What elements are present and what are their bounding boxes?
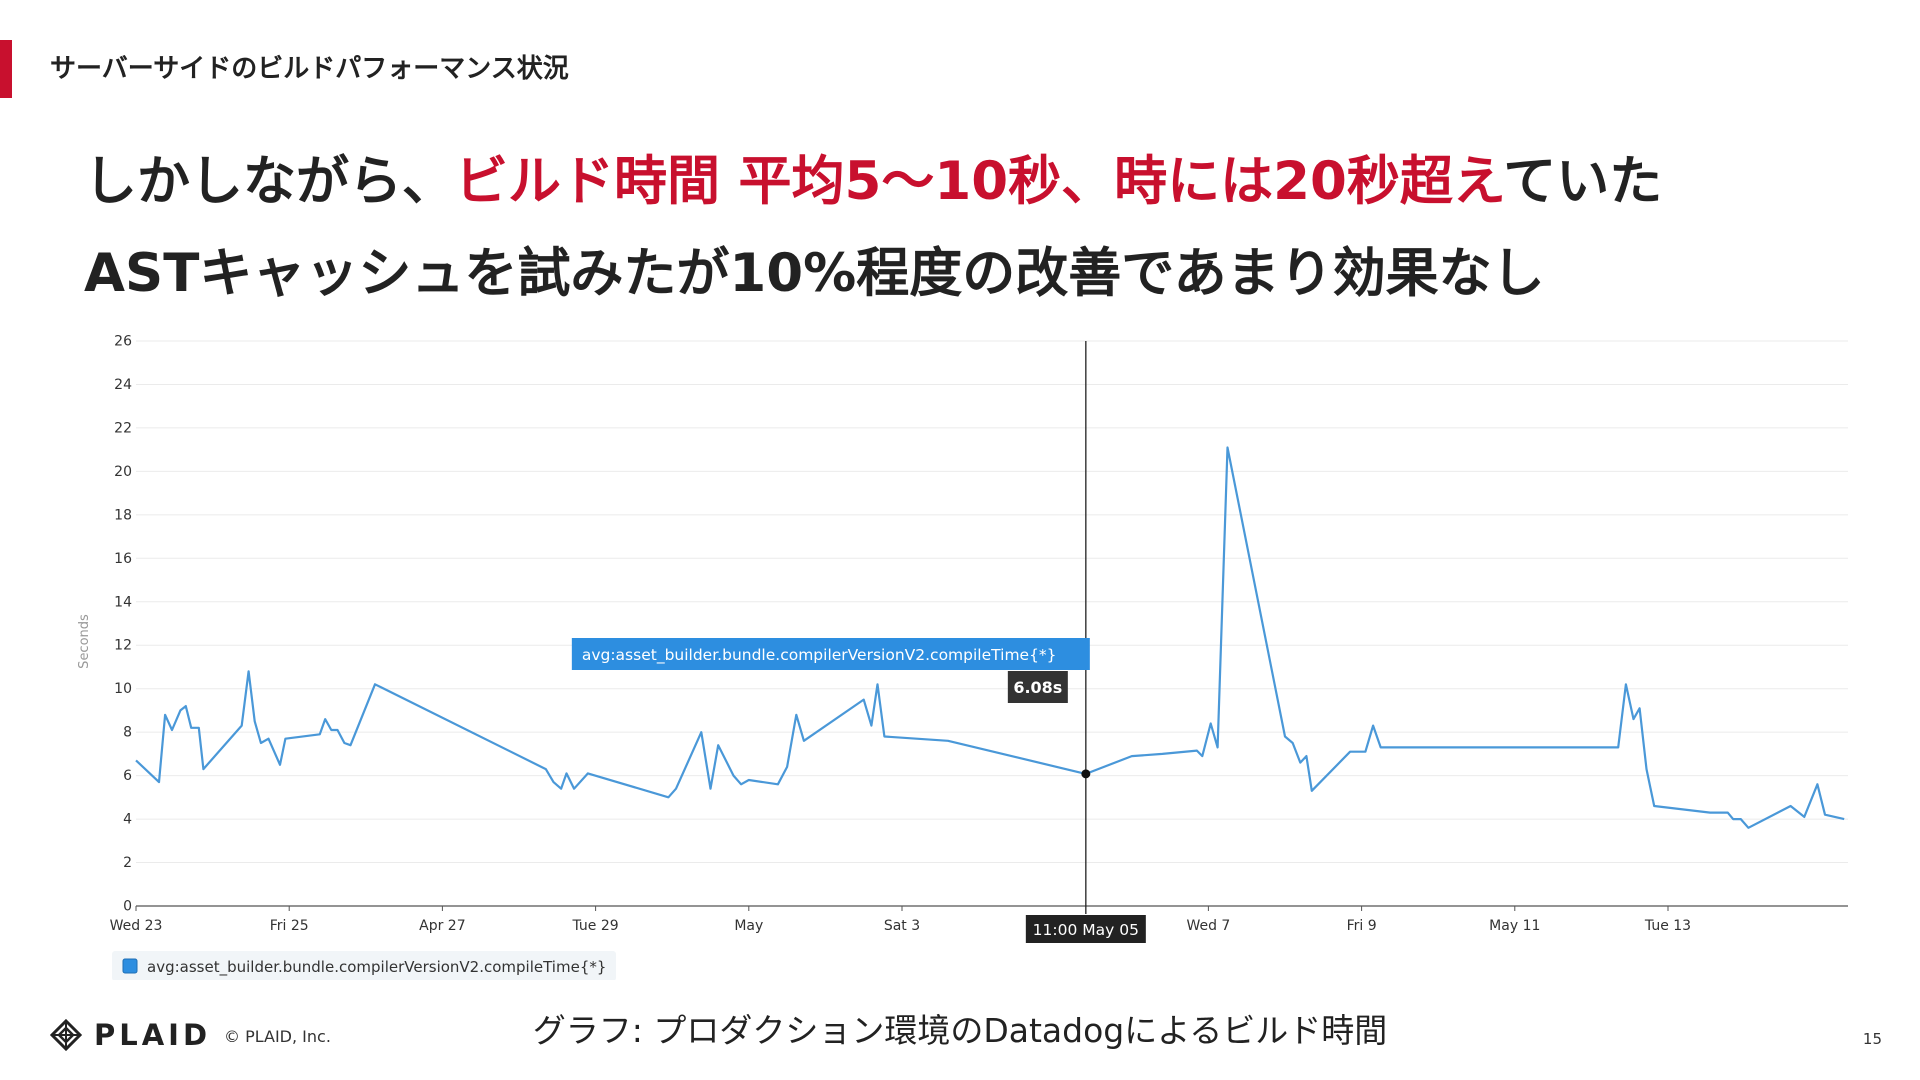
headline: しかしながら、ビルド時間 平均5〜10秒、時には20秒超えていた ASTキャッシ… bbox=[84, 136, 1662, 320]
y-tick-label: 26 bbox=[114, 334, 132, 350]
series-line bbox=[135, 446, 1845, 829]
cursor-time-box bbox=[1025, 915, 1146, 943]
x-tick-label: Sat 3 bbox=[884, 918, 920, 934]
x-tick-label: Wed 7 bbox=[1186, 918, 1230, 934]
y-axis-label: Seconds bbox=[77, 614, 92, 669]
x-tick-label: Fri 9 bbox=[1347, 918, 1377, 934]
x-tick-label: Wed 23 bbox=[110, 918, 163, 934]
y-tick-label: 2 bbox=[123, 855, 132, 871]
accent-bar bbox=[0, 40, 12, 98]
headline-line-2: ASTキャッシュを試みたが10%程度の改善であまり効果なし bbox=[84, 243, 1545, 304]
y-tick-label: 10 bbox=[114, 681, 132, 697]
y-tick-label: 8 bbox=[123, 725, 132, 741]
y-tick-label: 4 bbox=[123, 812, 132, 828]
x-tick-label: May 11 bbox=[1489, 918, 1540, 934]
x-tick-label: May bbox=[734, 918, 763, 934]
plaid-logo-mark-icon bbox=[50, 1019, 82, 1051]
y-tick-label: 20 bbox=[114, 464, 132, 480]
headline-line-1: しかしながら、ビルド時間 平均5〜10秒、時には20秒超えていた bbox=[84, 136, 1662, 228]
x-tick-label: Fri 25 bbox=[270, 918, 309, 934]
plaid-logo: PLAID bbox=[50, 1018, 211, 1052]
y-tick-label: 12 bbox=[114, 638, 132, 654]
tooltip-value-box bbox=[1007, 671, 1068, 703]
grid-lines bbox=[136, 340, 1848, 907]
chart-caption: グラフ: プロダクション環境のDatadogによるビルド時間 bbox=[532, 1011, 1388, 1050]
legend-swatch-icon bbox=[122, 958, 138, 974]
y-tick-label: 14 bbox=[114, 594, 132, 610]
headline-line-1-post: ていた bbox=[1503, 151, 1663, 212]
legend-item-bg[interactable] bbox=[112, 951, 616, 980]
cursor-point bbox=[1081, 769, 1091, 779]
x-tick-label: Apr 27 bbox=[419, 918, 465, 934]
y-tick-label: 18 bbox=[114, 507, 132, 523]
page-number: 15 bbox=[1862, 1030, 1882, 1048]
cursor-time-label: 11:00 May 05 bbox=[1033, 921, 1139, 939]
y-tick-label: 6 bbox=[123, 768, 132, 784]
legend-label: avg:asset_builder.bundle.compilerVersion… bbox=[147, 958, 606, 977]
y-tick-label: 22 bbox=[114, 420, 132, 436]
section-title: サーバーサイドのビルドパフォーマンス状況 bbox=[50, 54, 569, 84]
x-axis: Wed 23 Fri 25 Apr 27 Tue 29 May Sat 3 Wed 7 Fri… bbox=[110, 906, 1691, 934]
hover-cursor: avg:asset_builder.bundle.compilerVersion… bbox=[571, 341, 1146, 943]
tooltip-series-box bbox=[571, 638, 1090, 670]
y-tick-label: 24 bbox=[114, 377, 132, 393]
x-tick-label: Tue 13 bbox=[1644, 918, 1691, 934]
series-layer bbox=[135, 446, 1845, 829]
y-tick-label: 16 bbox=[114, 551, 132, 567]
plaid-logo-text: PLAID bbox=[94, 1018, 212, 1052]
tooltip-series-label: avg:asset_builder.bundle.compilerVersion… bbox=[582, 646, 1057, 665]
y-tick-label: 0 bbox=[123, 899, 132, 915]
legend: avg:asset_builder.bundle.compilerVersion… bbox=[112, 951, 616, 980]
headline-highlight: ビルド時間 平均5〜10秒、時には20秒超え bbox=[455, 151, 1504, 212]
x-tick-label: Tue 29 bbox=[572, 918, 619, 934]
copyright: © PLAID, Inc. bbox=[224, 1027, 331, 1046]
headline-line-1-pre: しかしながら、 bbox=[84, 151, 455, 212]
tooltip-value-label: 6.08s bbox=[1013, 678, 1062, 697]
